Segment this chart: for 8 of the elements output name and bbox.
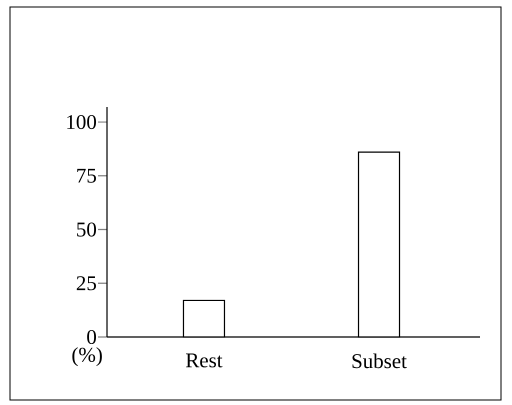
y-tick-label: 0 bbox=[87, 330, 96, 344]
y-tick-label: 25 bbox=[76, 276, 96, 290]
y-tick-label: 50 bbox=[77, 222, 96, 237]
x-tick-label: Rest bbox=[186, 354, 222, 368]
y-axis-title: (%) bbox=[72, 347, 102, 366]
y-tick-label: 100 bbox=[67, 114, 96, 130]
x-tick-label: Subset bbox=[352, 354, 407, 368]
y-tick-label: 75 bbox=[77, 168, 96, 183]
